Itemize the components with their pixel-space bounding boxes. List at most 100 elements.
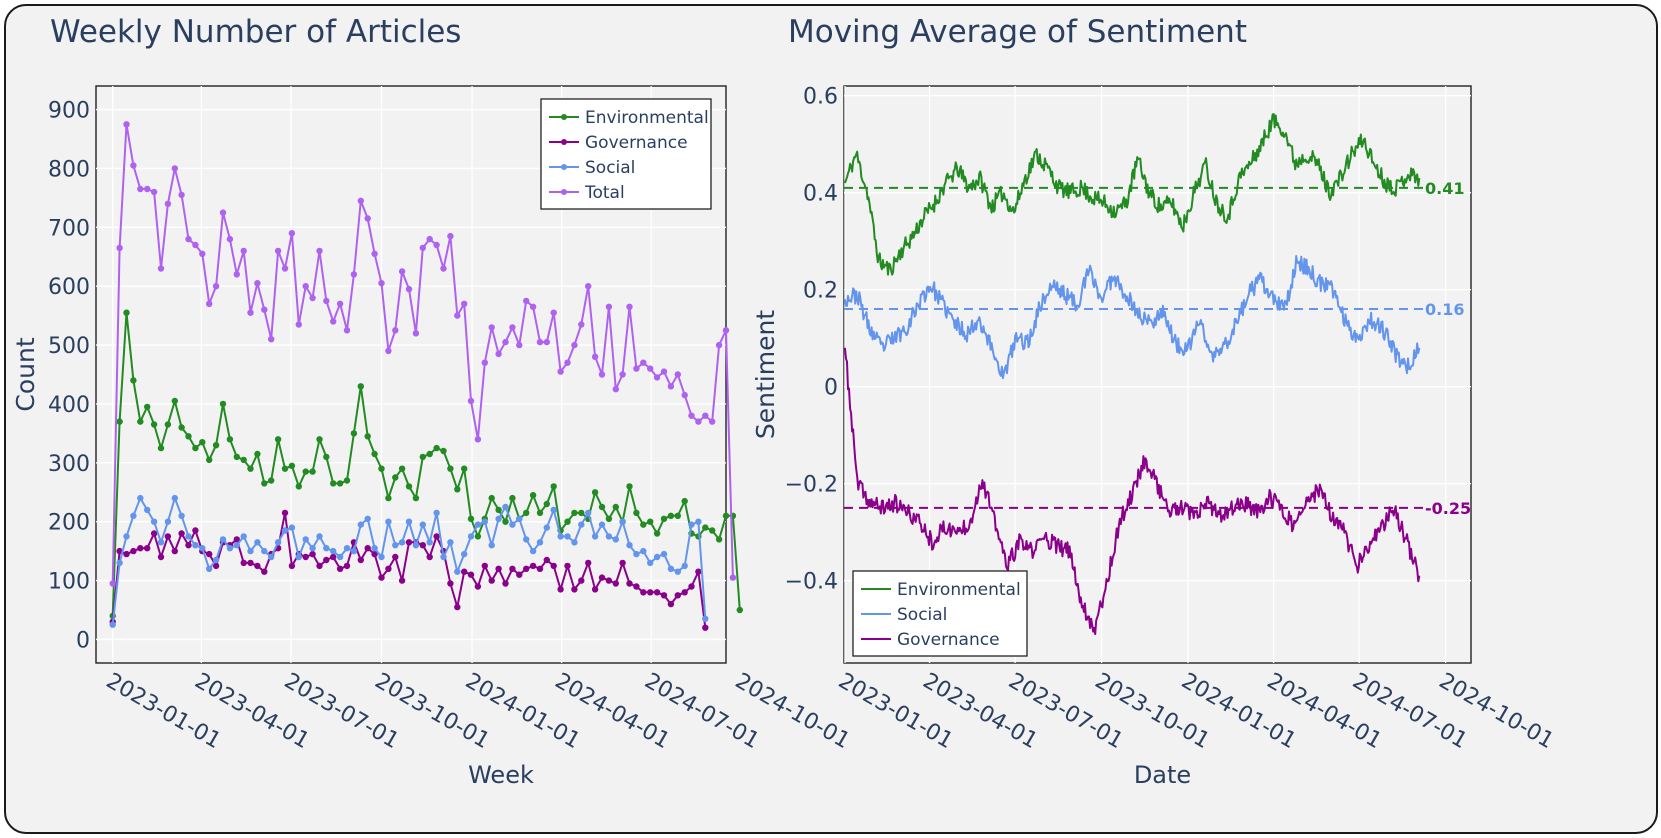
- left-data-point: [405, 285, 413, 293]
- left-data-point: [309, 545, 316, 552]
- left-data-point: [647, 518, 654, 525]
- left-data-point: [433, 444, 440, 452]
- left-data-point: [633, 365, 640, 372]
- left-data-point: [433, 533, 440, 540]
- left-data-point: [378, 574, 385, 581]
- left-data-point: [626, 542, 633, 549]
- left-data-point: [268, 553, 275, 561]
- left-data-point: [281, 527, 289, 534]
- left-data-point: [323, 297, 330, 305]
- right-y-tick-label: 0.2: [803, 279, 838, 304]
- left-data-point: [426, 539, 433, 546]
- left-data-point: [481, 359, 488, 366]
- right-series-governance: -0.25: [843, 347, 1471, 636]
- left-data-point: [550, 483, 557, 490]
- left-data-point: [571, 509, 578, 517]
- left-data-point: [412, 330, 420, 337]
- left-data-point: [660, 550, 668, 558]
- left-data-point: [474, 533, 482, 540]
- left-data-point: [302, 553, 309, 561]
- left-data-point: [398, 465, 406, 472]
- left-data-point: [206, 565, 213, 572]
- left-data-point: [288, 524, 296, 531]
- left-y-tick-label: 800: [48, 157, 90, 182]
- left-data-point: [585, 509, 592, 517]
- left-data-point: [612, 386, 619, 393]
- left-data-point: [536, 338, 544, 346]
- left-data-point: [440, 447, 447, 455]
- left-data-point: [254, 280, 261, 287]
- left-data-point: [247, 465, 254, 472]
- left-data-point: [681, 589, 688, 596]
- left-data-point: [330, 480, 337, 487]
- left-data-point: [598, 371, 606, 378]
- left-y-tick-label: 500: [48, 334, 90, 359]
- left-data-point: [192, 527, 199, 534]
- left-data-point: [571, 586, 578, 593]
- left-data-point: [385, 565, 392, 572]
- left-data-point: [150, 530, 158, 537]
- right-legend-label: Social: [897, 605, 947, 625]
- left-data-point: [274, 539, 282, 546]
- left-data-point: [233, 271, 240, 278]
- left-data-point: [199, 545, 206, 552]
- left-data-point: [144, 506, 151, 514]
- left-data-point: [529, 303, 537, 310]
- left-series-line: [111, 311, 741, 616]
- left-data-point: [647, 589, 654, 596]
- left-data-point: [516, 515, 523, 522]
- right-mean-label: -0.25: [1425, 499, 1471, 518]
- left-data-point: [488, 542, 495, 549]
- left-data-point: [295, 553, 302, 561]
- left-data-point: [240, 247, 247, 255]
- left-data-point: [495, 350, 502, 358]
- left-data-point: [488, 494, 495, 502]
- left-data-point: [702, 615, 709, 622]
- left-data-point: [536, 509, 544, 517]
- left-data-point: [523, 565, 530, 572]
- left-data-point: [426, 235, 433, 243]
- left-data-point: [578, 521, 585, 528]
- right-y-tick-label: −0.4: [785, 570, 838, 595]
- left-data-point: [612, 503, 619, 511]
- right-plot-area: [843, 85, 1472, 664]
- left-data-point: [488, 577, 495, 584]
- left-data-point: [722, 512, 730, 519]
- left-data-point: [502, 503, 509, 511]
- left-data-point: [398, 268, 406, 275]
- left-data-point: [130, 377, 137, 384]
- left-data-point: [495, 506, 502, 514]
- left-data-point: [653, 530, 661, 537]
- left-data-point: [591, 586, 599, 593]
- right-series-line: [843, 113, 1421, 276]
- left-data-point: [226, 545, 234, 552]
- left-data-point: [357, 383, 364, 390]
- left-data-point: [722, 327, 730, 334]
- left-data-point: [529, 547, 537, 555]
- left-data-point: [144, 403, 151, 411]
- left-data-point: [164, 533, 172, 540]
- left-data-point: [626, 580, 633, 587]
- left-data-point: [715, 341, 723, 349]
- left-data-point: [123, 121, 130, 128]
- right-y-tick-label: 0.6: [803, 85, 838, 110]
- left-data-point: [385, 347, 392, 355]
- left-data-point: [502, 580, 509, 587]
- left-data-point: [633, 583, 640, 590]
- left-data-point: [323, 545, 330, 552]
- left-data-point: [543, 524, 550, 531]
- left-data-point: [681, 497, 688, 505]
- left-data-point: [550, 506, 557, 514]
- left-data-point: [137, 494, 144, 502]
- left-data-point: [578, 577, 585, 584]
- left-data-point: [316, 247, 323, 255]
- left-data-point: [564, 518, 571, 525]
- left-data-point: [323, 453, 330, 461]
- left-data-point: [157, 539, 165, 546]
- left-data-point: [674, 512, 681, 519]
- left-data-point: [502, 338, 509, 346]
- left-data-point: [474, 583, 482, 590]
- left-data-point: [495, 565, 502, 572]
- left-data-point: [206, 550, 213, 558]
- left-data-point: [674, 568, 681, 575]
